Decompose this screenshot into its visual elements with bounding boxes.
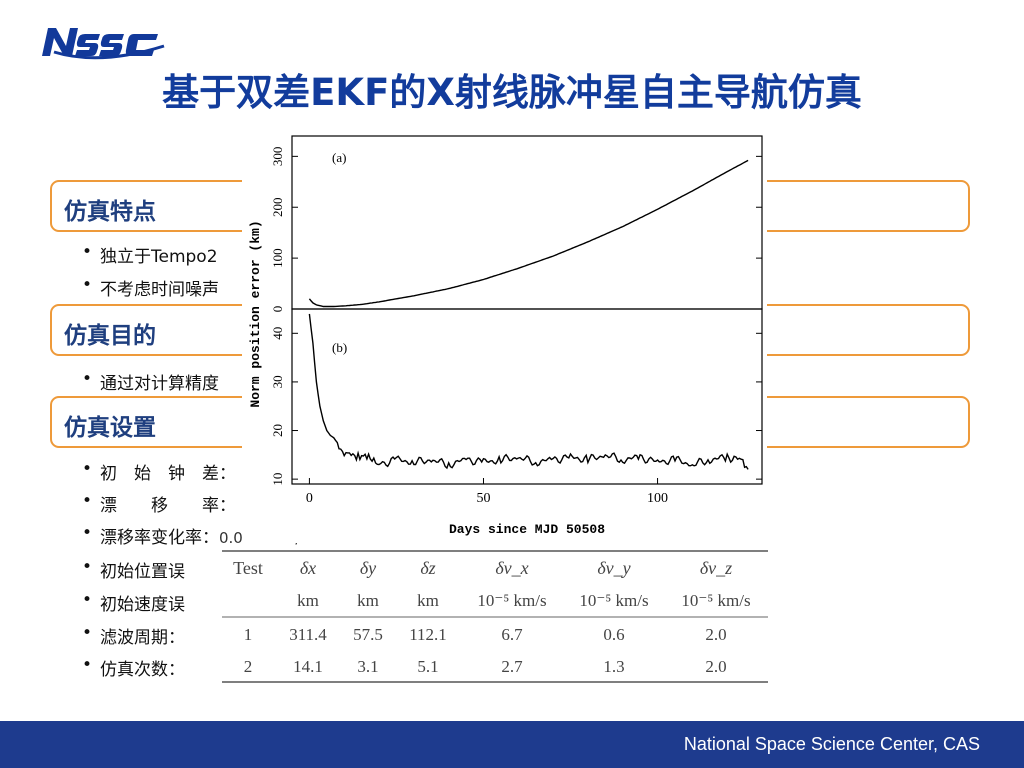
panel-a-frame	[291, 135, 763, 310]
table-header-cell: δz	[420, 558, 435, 578]
footer-text: National Space Science Center, CAS	[683, 734, 980, 754]
panel-b-xtick-label: 0	[306, 491, 313, 506]
table-cell: 1	[244, 625, 253, 644]
bullet-text: 初 始 钟 差：	[100, 464, 236, 484]
table-header-cell: δx	[300, 558, 316, 578]
panel-a-label: (a)	[332, 150, 346, 165]
plot-svg: 0 100 200 300 10 20 30 40 0 50 100 (a) (b) Norm p…	[248, 135, 763, 537]
panel-b-series-line	[308, 313, 749, 470]
panel-a-ytick-label: 0	[270, 306, 285, 313]
table-unit-cell: 10⁻⁵ km/s	[579, 591, 648, 610]
panel-a-ytick-label: 100	[270, 248, 285, 268]
bullet-text: 通过对计算精度	[100, 374, 219, 394]
table-unit-cell: 10⁻⁵ km/s	[681, 591, 750, 610]
table-cell: 2.0	[705, 657, 726, 676]
table-cell: 2.7	[501, 657, 523, 676]
footer-bar: National Space Science Center, CAS	[0, 721, 1024, 768]
table-unit-cell: km	[417, 591, 439, 610]
table-cell: 2	[244, 657, 253, 676]
bullet-setting-2: 漂 移 率：	[82, 491, 236, 516]
table-cell: 2.0	[705, 625, 726, 644]
table-header-cell: δv_x	[495, 558, 528, 578]
panel-b-xtick-label: 50	[476, 491, 490, 506]
section-settings-label: 仿真设置	[64, 415, 156, 441]
panel-b-ytick-label: 20	[270, 424, 285, 437]
bullet-setting-6: 滤波周期：	[82, 623, 185, 648]
table-cell: 311.4	[289, 625, 327, 644]
bullet-text: 初始速度误	[100, 595, 185, 615]
bullet-setting-4: 初始位置误	[82, 557, 185, 582]
bullet-setting-1: 初 始 钟 差：	[82, 459, 236, 484]
bullet-feature-2: 不考虑时间噪声	[82, 275, 219, 300]
table-cell: 0.6	[603, 625, 624, 644]
bullet-text: 初始位置误	[100, 562, 185, 582]
bullet-feature-1: 独立于Tempo2	[82, 242, 218, 267]
page-title: 基于双差EKF的X射线脉冲星自主导航仿真	[162, 71, 862, 114]
table-header-cell: δy	[360, 558, 376, 578]
position-error-plot: 0 100 200 300 10 20 30 40 0 50 100 (a) (b) Norm p…	[242, 128, 767, 543]
bullet-text: 滤波周期：	[100, 628, 185, 648]
bullet-text: 漂移率变化率：	[100, 528, 219, 548]
bullet-text: 漂 移 率：	[100, 496, 236, 516]
panel-b-xtick-label: 100	[647, 491, 668, 506]
panel-b-label: (b)	[332, 340, 347, 355]
table-cell: 112.1	[409, 625, 447, 644]
panel-b-frame	[291, 308, 763, 485]
x-axis-label: Days since MJD 50508	[449, 522, 605, 537]
table-unit-cell: 10⁻⁵ km/s	[477, 591, 546, 610]
table-header-cell: δv_z	[700, 558, 732, 578]
panel-b-ytick-label: 10	[270, 473, 285, 486]
table-unit-cell: km	[297, 591, 319, 610]
panel-a-series-line	[308, 159, 749, 308]
table-cell: 6.7	[501, 625, 523, 644]
bullet-setting-7: 仿真次数：	[82, 655, 185, 680]
table-cell: 14.1	[293, 657, 323, 676]
table-cell: 5.1	[417, 657, 438, 676]
panel-b-ytick-label: 40	[270, 327, 285, 340]
y-axis-label: Norm position error (km)	[248, 220, 263, 407]
bullet-setting-5: 初始速度误	[82, 590, 185, 615]
bullet-purpose-1: 通过对计算精度	[82, 369, 219, 394]
table-unit-cell: km	[357, 591, 379, 610]
table-header-cell: δv_y	[597, 558, 630, 578]
table-cell: 3.1	[357, 657, 378, 676]
table-cell: 57.5	[353, 625, 383, 644]
table-header-cell: Test	[233, 558, 263, 578]
bullet-text: 不考虑时间噪声	[100, 280, 219, 300]
panel-b-ytick-label: 30	[270, 375, 285, 388]
bullet-text: 独立于Tempo2	[100, 247, 218, 267]
bullet-text: 仿真次数：	[100, 660, 185, 680]
table-cell: 1.3	[603, 657, 624, 676]
table-svg: Test δx δy δz δv_x δv_y δv_zkm km km 10⁻⁵ km/s 10⁻…	[222, 550, 768, 683]
section-features-label: 仿真特点	[64, 199, 156, 225]
section-purpose-label: 仿真目的	[64, 323, 156, 349]
panel-a-ytick-label: 300	[270, 147, 285, 167]
panel-a-ytick-label: 200	[270, 197, 285, 217]
nssc-logo	[42, 28, 165, 60]
